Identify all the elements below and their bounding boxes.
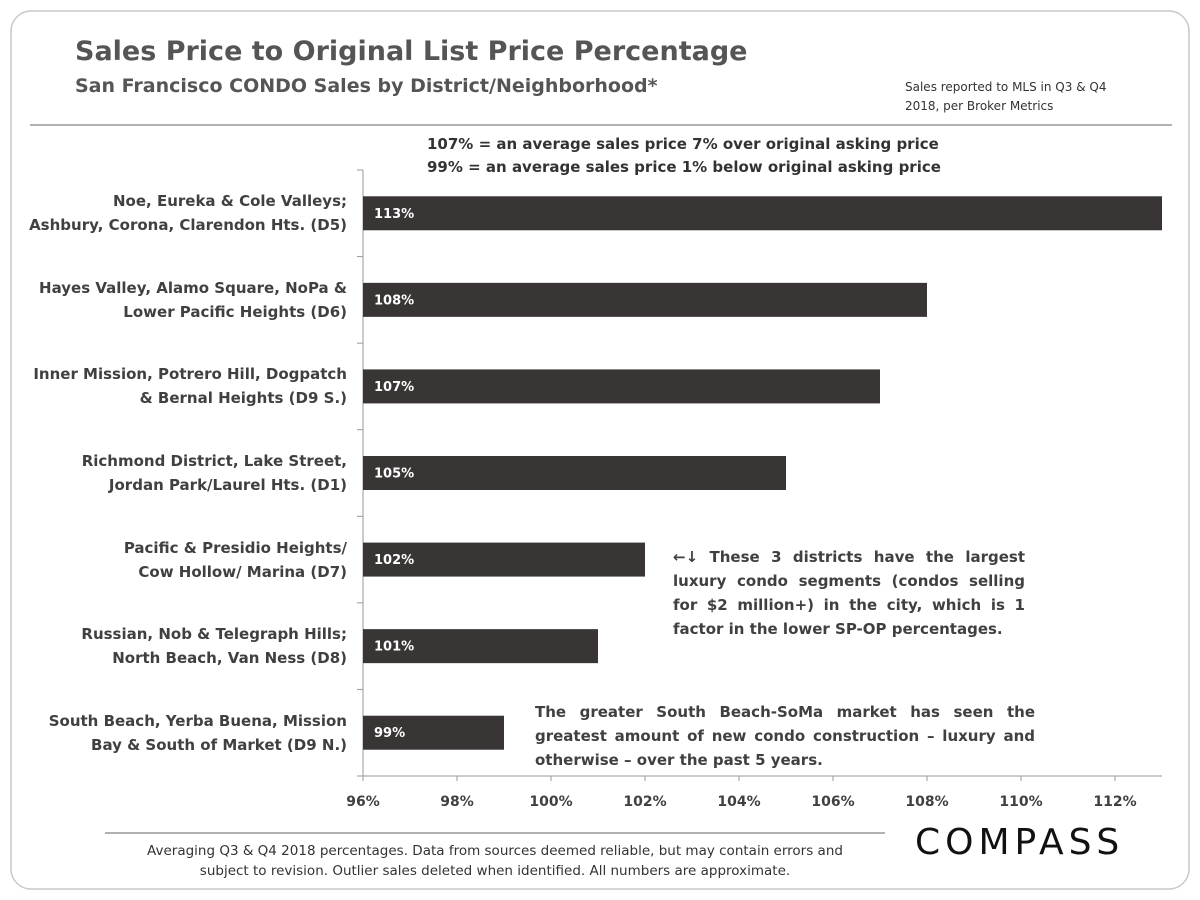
bar: [363, 196, 1162, 231]
source-note: Sales reported to MLS in Q3 & Q4 2018, p…: [905, 80, 1107, 113]
x-tick-label: 96%: [346, 794, 380, 810]
bar: [363, 542, 645, 577]
bar-value-label: 99%: [374, 726, 405, 741]
x-tick-label: 106%: [811, 794, 854, 810]
note: 99% = an average sales price 1% below or…: [427, 158, 941, 176]
bar-value-label: 105%: [374, 467, 414, 482]
x-tick-label: 98%: [440, 794, 474, 810]
bar-value-label: 102%: [374, 553, 414, 568]
y-tick-label: South Beach, Yerba Buena, Mission Bay & …: [48, 711, 347, 754]
bar-value-label: 113%: [374, 207, 414, 222]
y-tick-label: Inner Mission, Potrero Hill, Dogpatch & …: [33, 365, 347, 408]
x-tick-label: 112%: [1093, 794, 1136, 810]
bar-value-label: 107%: [374, 380, 414, 395]
bar: [363, 456, 786, 490]
x-tick-label: 108%: [905, 794, 948, 810]
x-tick-label: 104%: [717, 794, 760, 810]
bar-value-label: 101%: [374, 640, 414, 655]
bar: [363, 629, 598, 664]
x-tick-label: 110%: [999, 794, 1042, 810]
note: 107% = an average sales price 7% over or…: [427, 135, 939, 153]
chart-subtitle: San Francisco CONDO Sales by District/Ne…: [75, 75, 658, 97]
y-tick-label: Noe, Eureka & Cole Valleys; Ashbury, Cor…: [29, 192, 347, 235]
chart-title: Sales Price to Original List Price Perce…: [75, 36, 748, 67]
y-tick-label: Pacific & Presidio Heights/ Cow Hollow/ …: [123, 538, 347, 581]
bar: [363, 282, 927, 317]
bar-value-label: 108%: [374, 293, 414, 308]
x-tick-label: 102%: [623, 794, 666, 810]
x-tick-label: 100%: [529, 794, 572, 810]
y-tick-label: Hayes Valley, Alamo Square, NoPa & Lower…: [39, 278, 347, 321]
annotation: The greater South Beach-SoMa market has …: [535, 703, 1035, 769]
y-tick-label: Richmond District, Lake Street, Jordan P…: [81, 452, 347, 494]
bar: [363, 369, 880, 404]
bar: [363, 715, 504, 750]
y-tick-label: Russian, Nob & Telegraph Hills; North Be…: [81, 625, 347, 668]
logo: COMPASS: [915, 822, 1125, 863]
footnote: Averaging Q3 & Q4 2018 percentages. Data…: [147, 843, 843, 879]
annotation: ←↓ These 3 districts have the largest lu…: [673, 548, 1025, 638]
frame: [10, 10, 1190, 890]
